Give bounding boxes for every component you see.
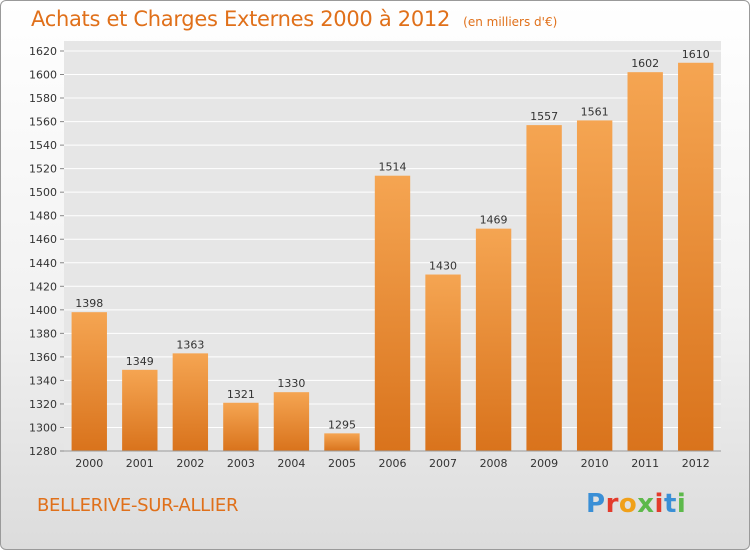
x-tick-label-2012: 2012 <box>682 457 710 470</box>
bar-2001 <box>122 369 158 451</box>
y-tick-labels: 1280 1300 1320 1340 1360 1380 1400 1420 1440 1460… <box>29 45 64 458</box>
bar-2002 <box>172 353 209 451</box>
y-tick-label: 1380 <box>29 327 57 340</box>
x-tick-label-2010: 2010 <box>581 457 609 470</box>
y-tick-label: 1500 <box>29 186 57 199</box>
x-tick-label-2004: 2004 <box>277 457 305 470</box>
bar-2005 <box>324 433 360 451</box>
bar-2008 <box>475 228 512 451</box>
value-label-2009: 1557 <box>530 110 558 123</box>
y-tick-label: 1460 <box>29 233 57 246</box>
x-tick-label-2006: 2006 <box>379 457 407 470</box>
x-tick-label-2007: 2007 <box>429 457 457 470</box>
y-tick-label: 1560 <box>29 116 57 129</box>
x-tick-label-2011: 2011 <box>631 457 659 470</box>
y-tick-label: 1580 <box>29 92 57 105</box>
value-label-2012: 1610 <box>682 48 710 61</box>
proxiti-logo: Proxiti <box>586 489 687 519</box>
y-tick-label: 1420 <box>29 280 57 293</box>
chart-title-row: Achats et Charges Externes 2000 à 2012 (… <box>31 7 557 31</box>
value-label-2000: 1398 <box>75 297 103 310</box>
town-name: BELLERIVE-SUR-ALLIER <box>37 495 239 516</box>
y-tick-label: 1540 <box>29 139 57 152</box>
bar-2009 <box>526 125 562 451</box>
x-tick-label-2002: 2002 <box>176 457 204 470</box>
value-label-2007: 1430 <box>429 260 457 273</box>
value-label-2002: 1363 <box>176 338 204 351</box>
x-tick-label-2005: 2005 <box>328 457 356 470</box>
value-label-2001: 1349 <box>126 355 154 368</box>
y-tick-label: 1440 <box>29 257 57 270</box>
bars <box>71 62 714 452</box>
bar-2006 <box>374 175 411 452</box>
x-tick-label-2001: 2001 <box>126 457 154 470</box>
y-tick-label: 1360 <box>29 351 57 364</box>
value-labels: 1398 1349 1363 1321 1330 1295 1514 1430 1469 1557… <box>75 48 709 432</box>
chart-title: Achats et Charges Externes 2000 à 2012 <box>31 7 451 31</box>
y-tick-label: 1320 <box>29 398 57 411</box>
y-tick-label: 1620 <box>29 45 57 58</box>
bar-2004 <box>273 392 310 451</box>
bar-2011 <box>627 72 663 452</box>
value-label-2005: 1295 <box>328 418 356 431</box>
y-tick-label: 1340 <box>29 374 57 387</box>
value-label-2003: 1321 <box>227 388 255 401</box>
bar-2003 <box>223 402 259 451</box>
x-tick-label-2008: 2008 <box>480 457 508 470</box>
bar-2007 <box>425 274 461 451</box>
value-label-2006: 1514 <box>379 161 407 174</box>
chart-unit: (en milliers d'€) <box>463 15 558 29</box>
value-label-2010: 1561 <box>581 105 609 118</box>
value-label-2011: 1602 <box>631 57 659 70</box>
x-tick-label-2000: 2000 <box>75 457 103 470</box>
bar-2010 <box>576 120 613 451</box>
y-tick-label: 1280 <box>29 445 57 458</box>
x-tick-labels: 2000 2001 2002 2003 2004 2005 2006 2007 2008 2009… <box>64 450 721 470</box>
y-tick-label: 1520 <box>29 163 57 176</box>
x-tick-label-2009: 2009 <box>530 457 558 470</box>
bar-2000 <box>71 312 107 451</box>
value-label-2008: 1469 <box>480 214 508 227</box>
y-tick-label: 1400 <box>29 304 57 317</box>
bar-2012 <box>678 62 714 451</box>
value-label-2004: 1330 <box>277 377 305 390</box>
x-tick-label-2003: 2003 <box>227 457 255 470</box>
y-tick-label: 1480 <box>29 210 57 223</box>
y-tick-label: 1600 <box>29 69 57 82</box>
y-tick-label: 1300 <box>29 421 57 434</box>
